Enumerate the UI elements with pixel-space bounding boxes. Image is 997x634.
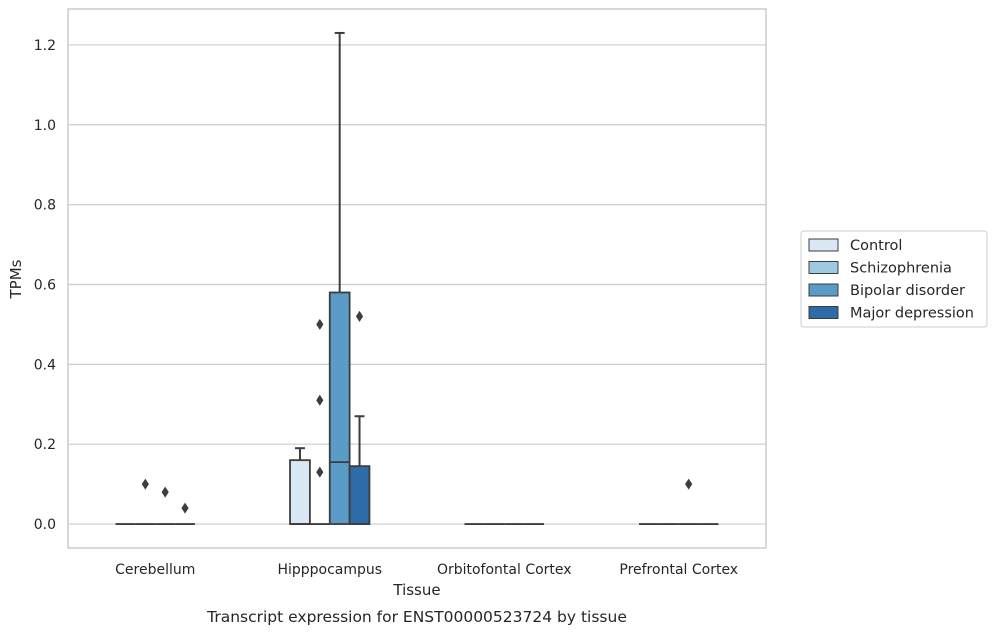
legend: Control Schizophrenia Bipolar disorder Majo… (800, 230, 988, 328)
outlier-point (141, 478, 149, 490)
x-tick-label: Orbitofontal Cortex (437, 562, 572, 578)
y-tick-label: 0.0 (34, 517, 56, 533)
y-tick-label: 1.2 (34, 38, 56, 54)
legend-swatch (808, 238, 839, 252)
x-tick-label: Prefrontal Cortex (619, 562, 738, 578)
x-axis-label: Tissue (392, 581, 440, 599)
y-tick-label: 1.0 (34, 118, 56, 134)
legend-entry: Major depression (850, 306, 974, 322)
outlier-point (685, 478, 693, 490)
box-group (175, 502, 195, 525)
legend-entry: Control (850, 238, 902, 254)
outlier-point (355, 310, 364, 322)
y-tick-label: 0.6 (34, 277, 56, 293)
box-group (289, 447, 311, 525)
y-axis-ticks: 0.0 0.2 0.4 0.6 0.8 1.0 1.2 (34, 38, 56, 533)
outlier-point (316, 466, 324, 478)
outlier-point (316, 394, 324, 406)
y-tick-label: 0.8 (34, 198, 56, 214)
legend-swatch (808, 261, 839, 274)
legend-frame (800, 230, 988, 328)
x-axis-ticks: Cerebellum Hipppocampus Orbitofontal Corte… (115, 562, 738, 578)
outlier-point (161, 486, 169, 498)
outlier-point (316, 318, 324, 330)
box (289, 459, 311, 525)
outlier-point (181, 502, 189, 514)
box (328, 291, 351, 525)
chart-caption: Transcript expression for ENST0000052372… (206, 608, 627, 626)
boxes (115, 31, 719, 525)
plot-frame (67, 8, 767, 549)
box-group (348, 310, 371, 525)
box (348, 465, 371, 525)
plot-background (68, 9, 766, 548)
legend-swatch (808, 283, 839, 297)
box-group (309, 318, 330, 525)
legend-entry: Schizophrenia (850, 261, 952, 277)
legend-swatch (808, 306, 839, 319)
y-axis-label: TPMs (7, 259, 25, 299)
box-group (328, 31, 351, 525)
y-tick-label: 0.2 (34, 437, 56, 453)
x-tick-label: Hipppocampus (277, 562, 382, 578)
gridlines (68, 44, 766, 525)
legend-entry: Bipolar disorder (850, 283, 965, 299)
box-group (155, 486, 176, 525)
box-group (678, 478, 699, 525)
y-tick-label: 0.4 (34, 357, 56, 373)
x-tick-label: Cerebellum (115, 562, 195, 578)
box-group (135, 478, 156, 525)
